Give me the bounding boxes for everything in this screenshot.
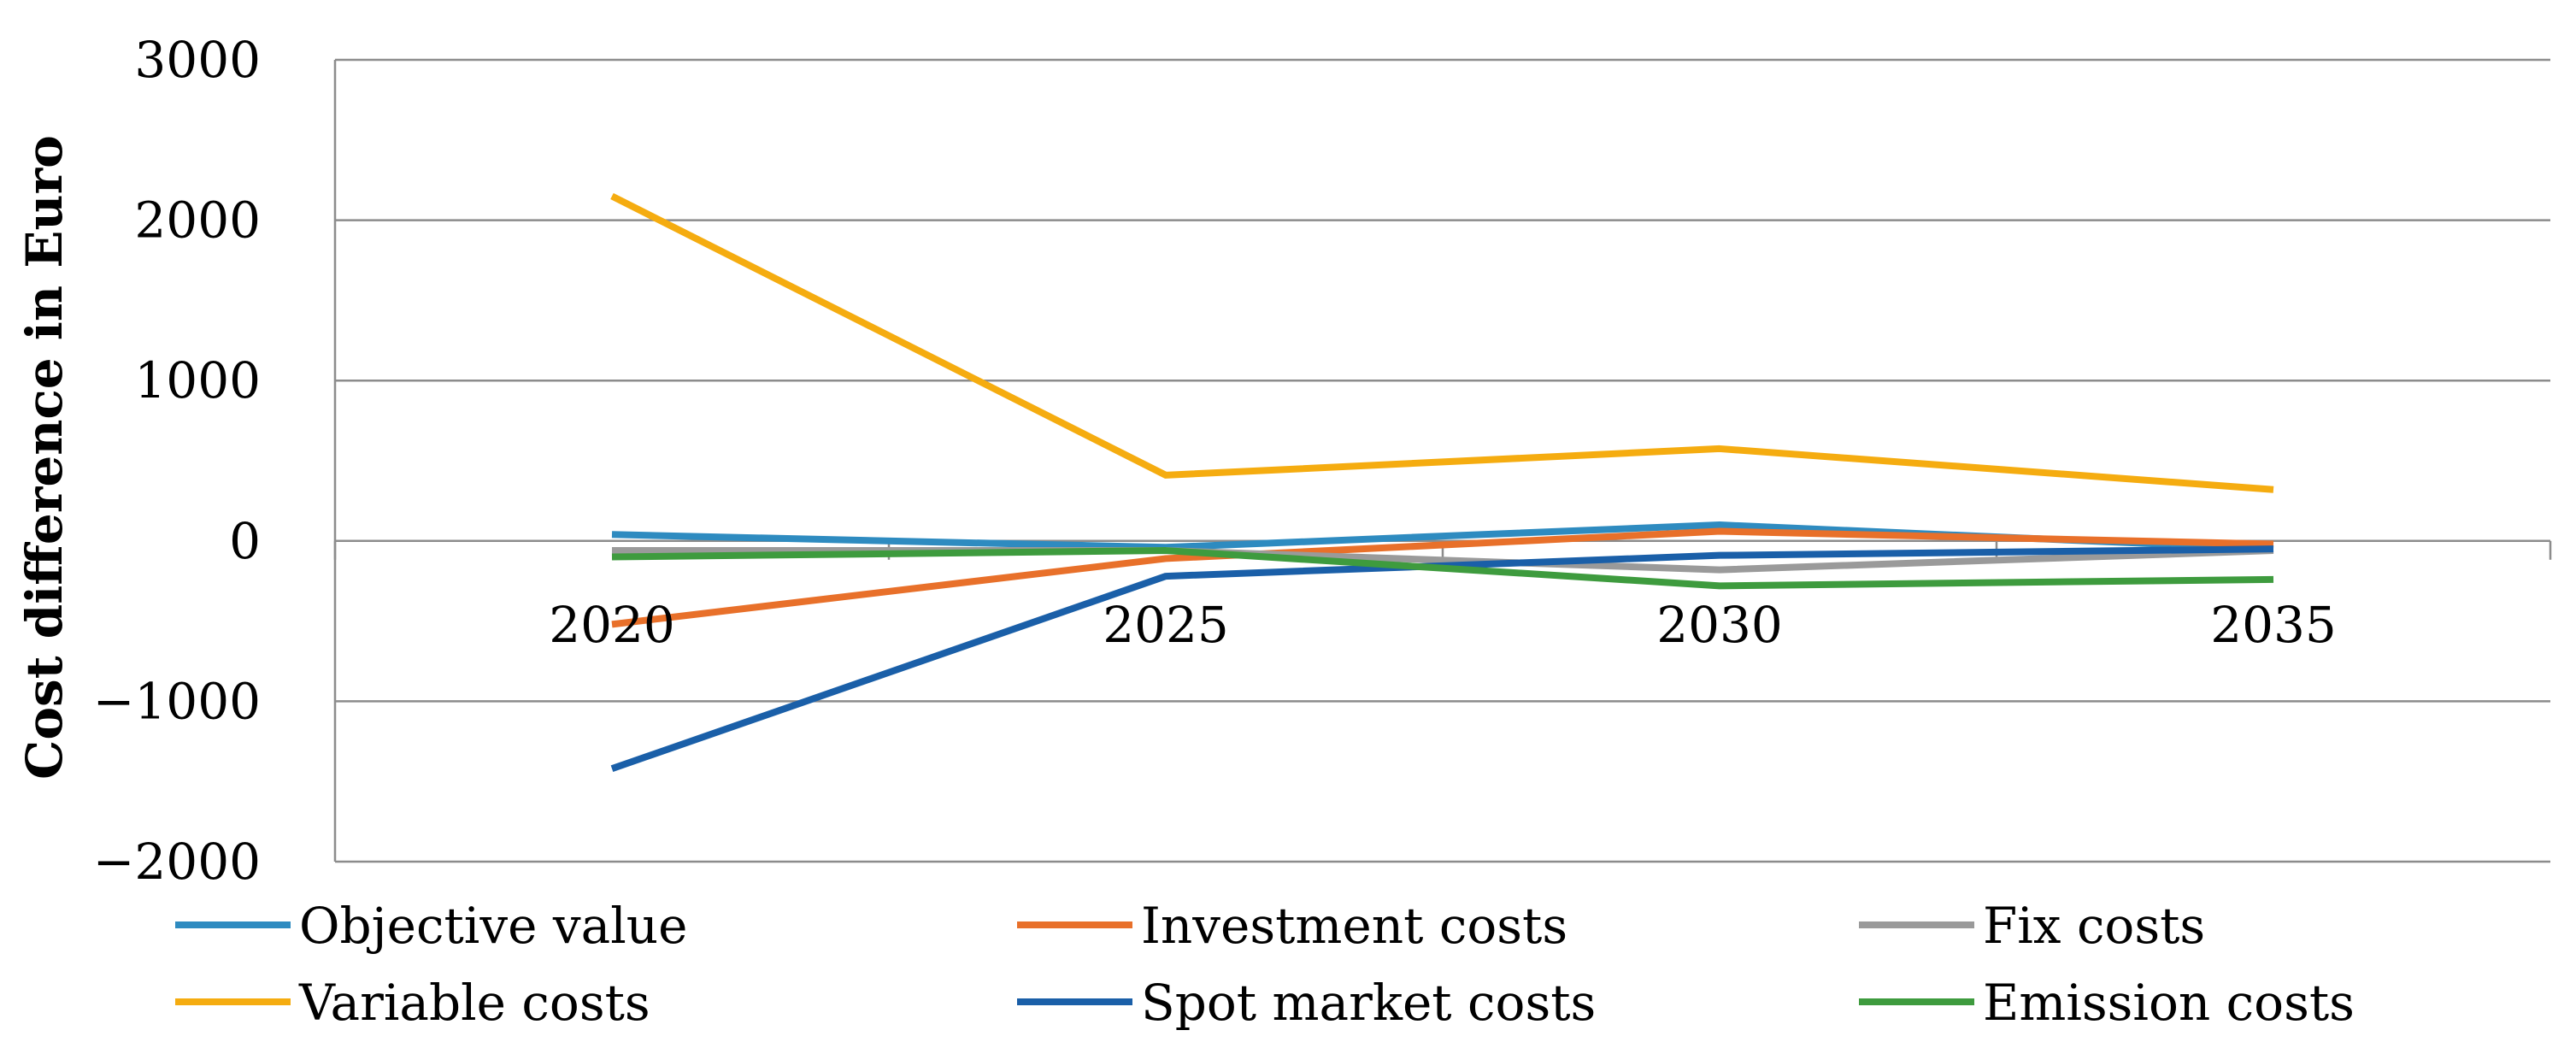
tick-labels: 3000 2000 1000 0 −1000 −2000 2020 2025 2030 2035 [93, 31, 2337, 891]
legend-item: Investment costs [1017, 897, 1567, 955]
y-tick-label: −2000 [93, 833, 261, 891]
y-tick-label: 3000 [134, 31, 261, 89]
legend: Objective value Investment costs Fix costs… [175, 897, 2355, 1032]
legend-label: Emission costs [1983, 974, 2355, 1032]
series-lines [610, 192, 2274, 772]
legend-label: Fix costs [1983, 897, 2205, 955]
legend-item: Fix costs [1859, 897, 2205, 955]
legend-label: Objective value [299, 897, 687, 955]
y-tick-label: 0 [229, 512, 261, 570]
y-tick-label: −1000 [93, 672, 261, 730]
legend-label: Investment costs [1141, 897, 1567, 955]
y-axis-label: Cost difference in Euro [15, 135, 74, 780]
x-tick-label: 2035 [2210, 596, 2337, 654]
x-tick-label: 2020 [549, 596, 675, 654]
series-line [611, 547, 2274, 590]
x-tick-label: 2025 [1103, 596, 1229, 654]
y-tick-label: 2000 [134, 191, 261, 250]
gridlines [335, 58, 2550, 863]
series-line [611, 527, 2274, 628]
legend-item: Variable costs [175, 974, 650, 1032]
x-tick-label: 2030 [1656, 596, 1783, 654]
y-tick-label: 1000 [134, 351, 261, 409]
legend-item: Emission costs [1859, 974, 2355, 1032]
legend-label: Variable costs [298, 974, 650, 1032]
legend-label: Spot market costs [1141, 974, 1596, 1032]
legend-item: Objective value [175, 897, 687, 955]
legend-item: Spot market costs [1017, 974, 1596, 1032]
series-line [610, 192, 2274, 493]
